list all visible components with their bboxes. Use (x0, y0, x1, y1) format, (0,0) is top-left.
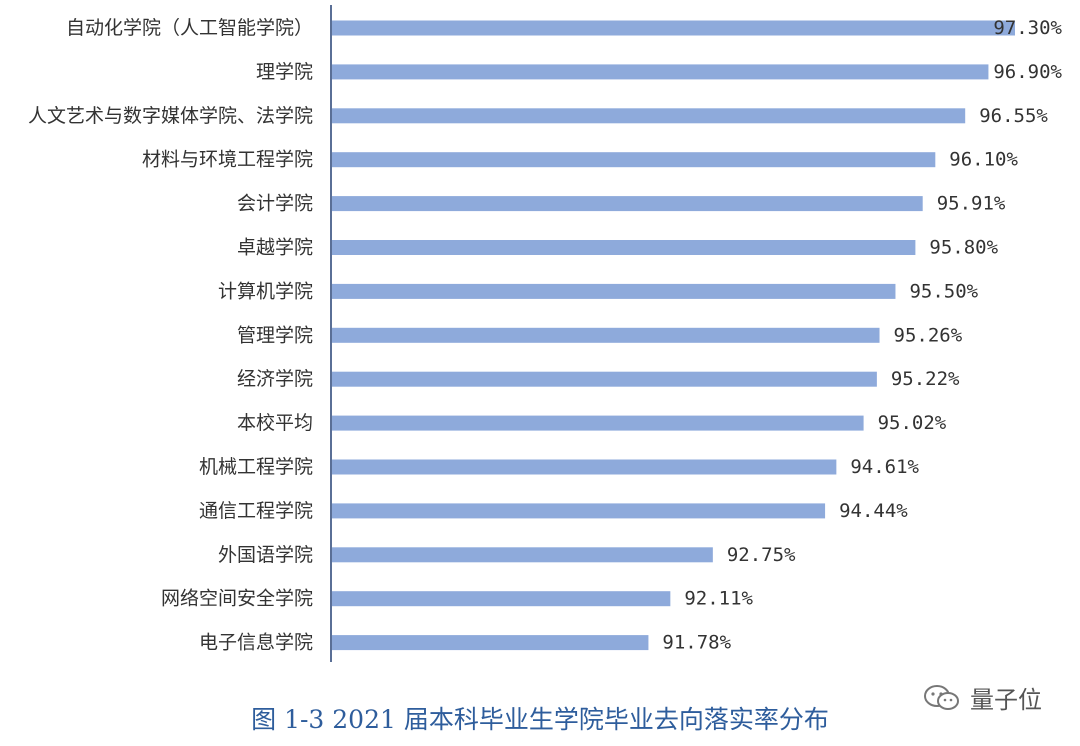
bar (331, 371, 877, 387)
value-labels: 97.30% 96.90% 96.55% 96.10% 95.91% 95.80% 95.5… (662, 17, 1062, 654)
category-label: 外国语学院 (218, 544, 313, 566)
value-label: 91.78% (662, 632, 731, 654)
value-label: 95.80% (929, 237, 998, 259)
bar (331, 547, 713, 563)
category-label: 材料与环境工程学院 (142, 149, 313, 171)
bar (331, 240, 916, 255)
value-label: 97.30% (993, 17, 1062, 39)
category-label: 人文艺术与数字媒体学院、法学院 (28, 105, 313, 127)
category-label: 电子信息学院 (199, 632, 313, 654)
bar (331, 459, 837, 475)
category-label: 经济学院 (237, 368, 313, 390)
bar (331, 591, 671, 607)
bar (331, 108, 966, 124)
bar (331, 64, 989, 80)
category-label: 会计学院 (237, 193, 313, 215)
bar (331, 196, 923, 212)
watermark-text: 量子位 (970, 686, 1042, 714)
value-label: 94.61% (850, 456, 919, 478)
category-label: 计算机学院 (218, 280, 313, 302)
category-label: 本校平均 (237, 412, 313, 434)
value-label: 95.02% (878, 412, 947, 434)
bar (331, 327, 880, 343)
category-label: 理学院 (256, 61, 313, 83)
value-label: 96.90% (993, 61, 1062, 83)
value-label: 95.50% (909, 280, 978, 302)
figure-caption: 图 1-3 2021 届本科毕业生学院毕业去向落实率分布 (251, 705, 829, 734)
category-label: 管理学院 (237, 324, 313, 346)
value-label: 95.22% (891, 368, 960, 390)
value-label: 94.44% (839, 500, 908, 522)
bars-group (331, 20, 1015, 651)
bar (331, 283, 896, 299)
value-label: 96.10% (949, 149, 1018, 171)
wechat-icon (924, 684, 959, 710)
value-label: 92.11% (684, 588, 753, 610)
bar (331, 152, 936, 168)
category-label: 卓越学院 (237, 237, 313, 259)
category-label: 机械工程学院 (199, 456, 313, 478)
bar (331, 503, 826, 519)
value-label: 96.55% (979, 105, 1048, 127)
value-label: 92.75% (727, 544, 796, 566)
watermark: 量子位 (922, 680, 1042, 715)
category-labels: 自动化学院（人工智能学院） 理学院人文艺术与数字媒体学院、法学院材料与环境工程学院… (28, 17, 313, 654)
value-label: 95.91% (937, 193, 1006, 215)
category-label: 自动化学院（人工智能学院） (66, 17, 313, 39)
category-label: 网络空间安全学院 (161, 588, 313, 610)
bar (331, 635, 649, 651)
bar (331, 415, 864, 431)
category-label: 通信工程学院 (199, 500, 313, 522)
bar (331, 20, 1015, 36)
value-label: 95.26% (894, 324, 963, 346)
